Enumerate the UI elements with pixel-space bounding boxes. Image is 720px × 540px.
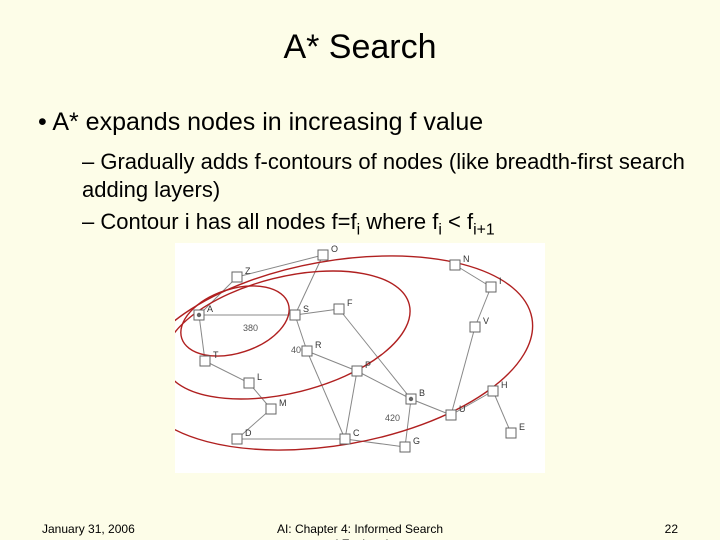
slide-title: A* Search [0,28,720,67]
svg-text:I: I [499,276,502,286]
svg-text:F: F [347,298,353,308]
svg-text:R: R [315,340,322,350]
svg-text:380: 380 [243,323,258,333]
svg-text:420: 420 [385,413,400,423]
svg-text:A: A [207,304,213,314]
svg-text:G: G [413,436,420,446]
svg-text:V: V [483,316,489,326]
svg-text:O: O [331,244,338,254]
svg-text:P: P [365,360,371,370]
svg-text:M: M [279,398,287,408]
svg-text:U: U [459,404,466,414]
svg-text:C: C [353,428,360,438]
bullet-sub-2: Contour i has all nodes f=fi where fi < … [82,208,690,240]
svg-text:S: S [303,304,309,314]
bullet-sub-1: Gradually adds f-contours of nodes (like… [82,148,690,203]
contour-diagram: 380400420OZNASFITRVLPMBHUDCGE [175,243,545,473]
svg-text:N: N [463,254,470,264]
svg-text:E: E [519,422,525,432]
footer-center: AI: Chapter 4: Informed Search and Explo… [0,522,720,540]
bullet-main: A* expands nodes in increasing f value [38,108,690,137]
svg-text:L: L [257,372,262,382]
svg-text:B: B [419,388,425,398]
svg-text:D: D [245,428,252,438]
footer-center-1: AI: Chapter 4: Informed Search [277,522,443,536]
svg-text:H: H [501,380,508,390]
sub2-text-a: Contour i has all nodes f=f [100,209,356,234]
svg-text:Z: Z [245,266,251,276]
sub2-text-c: < f [442,209,473,234]
sub2-subscript-3: i+1 [473,221,495,238]
svg-text:T: T [213,350,219,360]
sub2-text-b: where f [360,209,438,234]
footer-page-number: 22 [665,522,678,536]
